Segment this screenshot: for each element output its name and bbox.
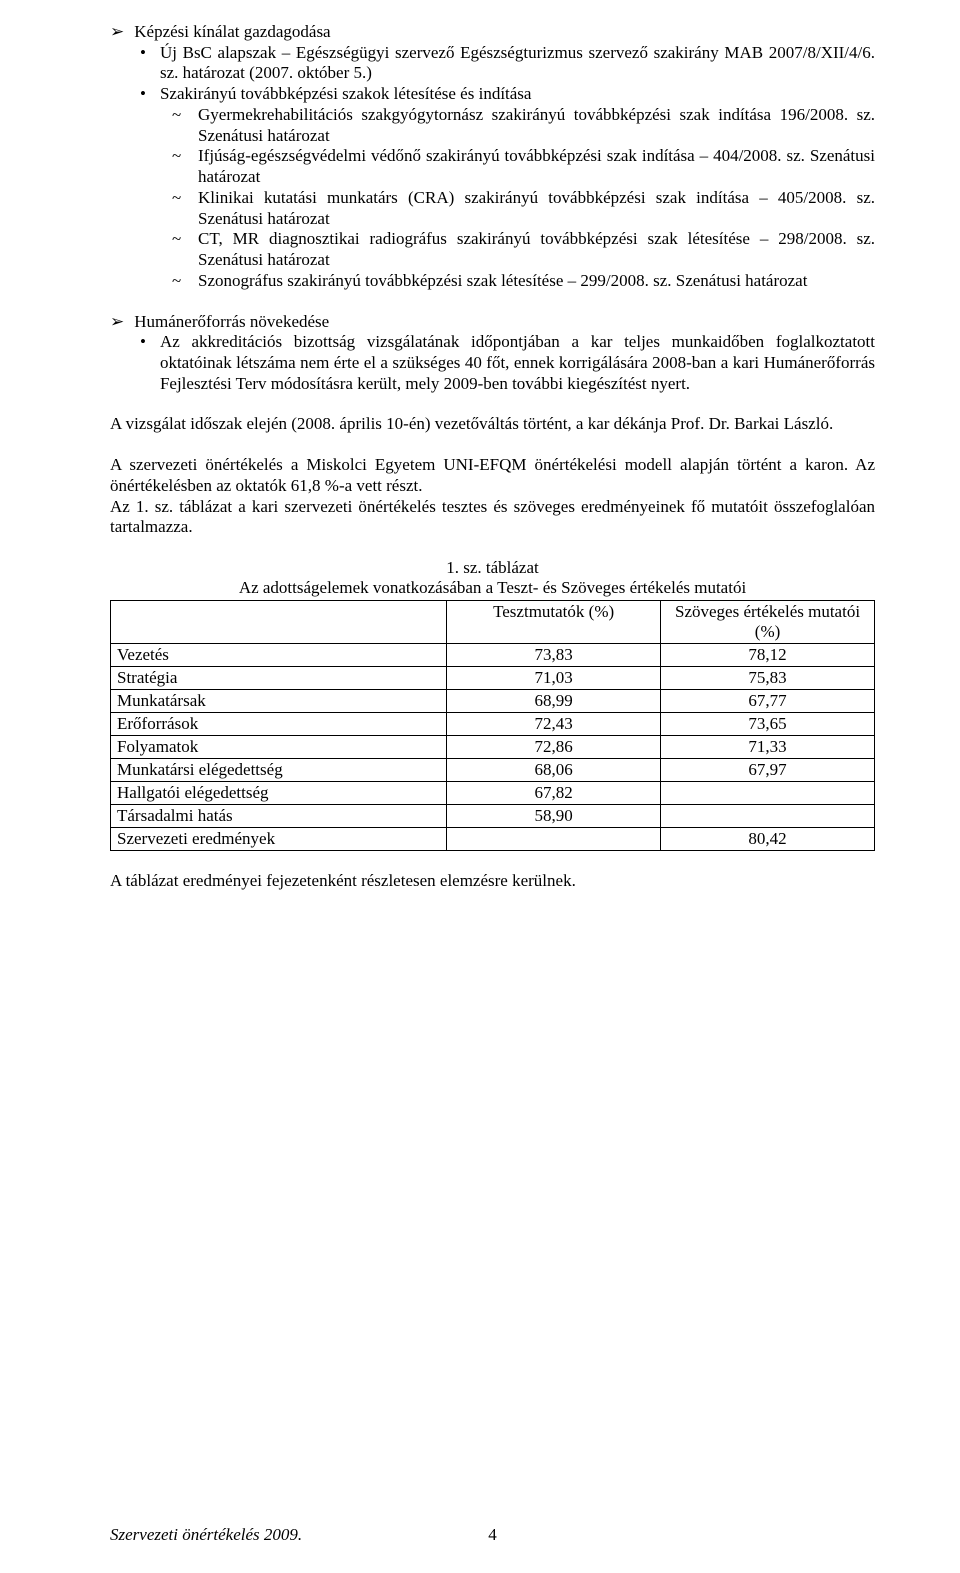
results-table: Tesztmutatók (%) Szöveges értékelés muta… [110, 600, 875, 851]
sub-bullet: • Az akkreditációs bizottság vizsgálatán… [140, 332, 875, 394]
table-row: Stratégia71,0375,83 [111, 667, 875, 690]
table-cell-value: 75,83 [661, 667, 875, 690]
sub2-text: Klinikai kutatási munkatárs (CRA) szakir… [198, 188, 875, 229]
table-cell-value: 68,06 [447, 759, 661, 782]
table-row: Szervezeti eredmények 80,42 [111, 828, 875, 851]
table-header [111, 601, 447, 644]
table-row: Vezetés73,8378,12 [111, 644, 875, 667]
table-cell-value: 58,90 [447, 805, 661, 828]
table-row: Munkatársak68,9967,77 [111, 690, 875, 713]
table-cell-label: Stratégia [111, 667, 447, 690]
sub2-text: Gyermekrehabilitációs szakgyógytornász s… [198, 105, 875, 146]
arrow-icon: ➢ [110, 22, 124, 43]
sub2-bullet: ~ Ifjúság-egészségvédelmi védőnő szakirá… [172, 146, 875, 187]
table-cell-value: 72,86 [447, 736, 661, 759]
table-cell-value [661, 782, 875, 805]
bullet-title: Humánerőforrás növekedése [134, 312, 329, 333]
table-caption-title: Az adottságelemek vonatkozásában a Teszt… [110, 578, 875, 598]
sub2-bullet: ~ Gyermekrehabilitációs szakgyógytornász… [172, 105, 875, 146]
table-cell-value: 78,12 [661, 644, 875, 667]
table-cell-label: Társadalmi hatás [111, 805, 447, 828]
paragraph-tablazat: A táblázat eredményei fejezetenként rész… [110, 871, 875, 892]
dot-icon: • [140, 332, 146, 353]
table-row: Társadalmi hatás58,90 [111, 805, 875, 828]
table-cell-label: Folyamatok [111, 736, 447, 759]
table-cell-label: Szervezeti eredmények [111, 828, 447, 851]
table-cell-value [447, 828, 661, 851]
table-header: Tesztmutatók (%) [447, 601, 661, 644]
table-cell-value [661, 805, 875, 828]
table-cell-value: 80,42 [661, 828, 875, 851]
table-header-row: Tesztmutatók (%) Szöveges értékelés muta… [111, 601, 875, 644]
sub2-text: Ifjúság-egészségvédelmi védőnő szakirány… [198, 146, 875, 187]
table-cell-label: Munkatársi elégedettség [111, 759, 447, 782]
table-cell-value: 73,65 [661, 713, 875, 736]
sub-text: Új BsC alapszak – Egészségügyi szervező … [160, 43, 875, 84]
tilde-icon: ~ [172, 271, 186, 292]
sub-bullet: • Szakirányú továbbképzési szakok létesí… [140, 84, 875, 105]
sub2-bullet: ~ CT, MR diagnosztikai radiográfus szaki… [172, 229, 875, 270]
page-footer: Szervezeti önértékelés 2009. 4 [110, 1525, 875, 1545]
table-cell-value: 67,77 [661, 690, 875, 713]
tilde-icon: ~ [172, 146, 186, 167]
table-row: Hallgatói elégedettség67,82 [111, 782, 875, 805]
table-cell-value: 67,82 [447, 782, 661, 805]
sub2-text: Szonográfus szakirányú továbbképzési sza… [198, 271, 875, 292]
table-cell-value: 72,43 [447, 713, 661, 736]
tilde-icon: ~ [172, 188, 186, 209]
table-cell-label: Hallgatói elégedettség [111, 782, 447, 805]
sub-bullet: • Új BsC alapszak – Egészségügyi szervez… [140, 43, 875, 84]
page-number: 4 [488, 1525, 497, 1545]
tilde-icon: ~ [172, 105, 186, 126]
sub2-bullet: ~ Klinikai kutatási munkatárs (CRA) szak… [172, 188, 875, 229]
table-cell-value: 73,83 [447, 644, 661, 667]
dot-icon: • [140, 84, 146, 105]
arrow-icon: ➢ [110, 312, 124, 333]
para-line: Az 1. sz. táblázat a kari szervezeti öné… [110, 497, 875, 537]
sub2-text: CT, MR diagnosztikai radiográfus szakirá… [198, 229, 875, 270]
table-cell-value: 67,97 [661, 759, 875, 782]
bullet-title: Képzési kínálat gazdagodása [134, 22, 330, 43]
dot-icon: • [140, 43, 146, 64]
table-cell-label: Vezetés [111, 644, 447, 667]
table-header: Szöveges értékelés mutatói (%) [661, 601, 875, 644]
bullet-kepzesi: ➢ Képzési kínálat gazdagodása [110, 22, 875, 43]
table-cell-value: 68,99 [447, 690, 661, 713]
tilde-icon: ~ [172, 229, 186, 250]
table-caption-num: 1. sz. táblázat [110, 558, 875, 578]
sub-text: Az akkreditációs bizottság vizsgálatának… [160, 332, 875, 394]
sub-text: Szakirányú továbbképzési szakok létesíté… [160, 84, 875, 105]
table-row: Munkatársi elégedettség68,0667,97 [111, 759, 875, 782]
paragraph-onertkeles: A szervezeti önértékelés a Miskolci Egye… [110, 455, 875, 538]
table-cell-label: Erőforrások [111, 713, 447, 736]
table-row: Erőforrások72,4373,65 [111, 713, 875, 736]
footer-left: Szervezeti önértékelés 2009. [110, 1525, 302, 1545]
sub2-bullet: ~ Szonográfus szakirányú továbbképzési s… [172, 271, 875, 292]
table-cell-value: 71,03 [447, 667, 661, 690]
table-row: Folyamatok72,8671,33 [111, 736, 875, 759]
bullet-humaneroforras: ➢ Humánerőforrás növekedése [110, 312, 875, 333]
paragraph-vizsgalat: A vizsgálat időszak elején (2008. áprili… [110, 414, 875, 435]
para-line: A szervezeti önértékelés a Miskolci Egye… [110, 455, 875, 495]
table-cell-label: Munkatársak [111, 690, 447, 713]
table-cell-value: 71,33 [661, 736, 875, 759]
